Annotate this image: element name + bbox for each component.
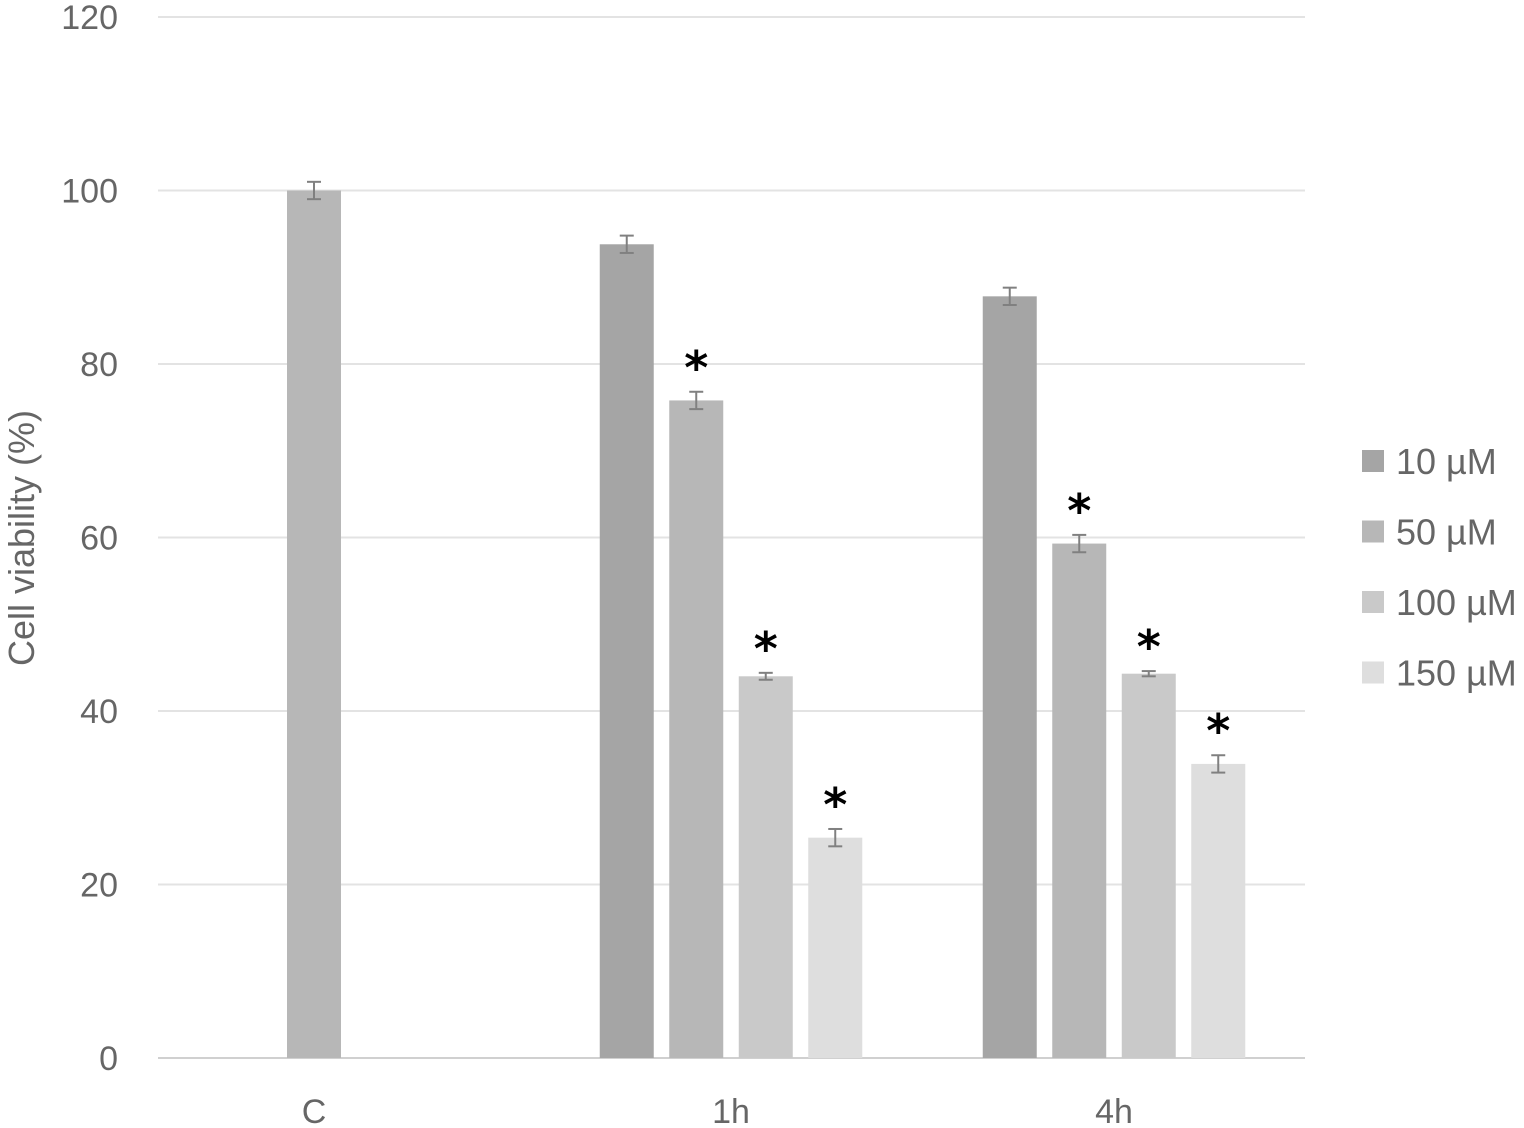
error-bar <box>758 671 773 681</box>
x-axis-ticks: C 1h 4h <box>302 1093 1133 1128</box>
error-bar <box>1002 286 1017 307</box>
bar-1h-50µM <box>669 400 724 1058</box>
error-bars <box>307 180 1226 848</box>
bars <box>287 190 1246 1059</box>
bar-4h-150µM <box>1191 763 1246 1058</box>
significance-asterisk: * <box>823 778 847 832</box>
significance-asterisk: * <box>1206 704 1230 758</box>
bar-4h-10µM <box>982 296 1037 1059</box>
y-axis-title: Cell viability (%) <box>1 410 42 666</box>
legend-item: 150 µM <box>1362 653 1517 694</box>
legend-item: 100 µM <box>1362 582 1517 623</box>
legend-item: 50 µM <box>1362 512 1497 553</box>
gridlines <box>158 16 1305 1059</box>
significance-marks: * * * * * * <box>684 341 1230 832</box>
y-tick-label: 100 <box>61 173 118 211</box>
legend-swatch <box>1362 591 1384 613</box>
error-bar <box>689 390 704 411</box>
bar-4h-50µM <box>1052 543 1107 1058</box>
error-bar <box>828 827 843 848</box>
error-bar <box>1211 754 1226 774</box>
error-bar <box>307 180 321 201</box>
legend-swatch <box>1362 450 1384 472</box>
y-tick-label: 80 <box>80 346 118 384</box>
legend-label: 10 µM <box>1396 441 1497 482</box>
y-tick-label: 40 <box>80 693 118 731</box>
significance-asterisk: * <box>754 622 778 676</box>
x-tick-label: C <box>302 1093 327 1128</box>
legend: 10 µM 50 µM 100 µM 150 µM <box>1362 441 1517 694</box>
legend-item: 10 µM <box>1362 441 1497 482</box>
bar-C-50µM <box>287 190 341 1058</box>
legend-swatch <box>1362 520 1384 543</box>
x-tick-label: 4h <box>1095 1093 1133 1128</box>
significance-asterisk: * <box>684 341 708 395</box>
y-tick-label: 20 <box>80 867 118 905</box>
legend-label: 100 µM <box>1396 582 1517 623</box>
significance-asterisk: * <box>1137 620 1161 674</box>
bar-1h-100µM <box>738 676 793 1058</box>
error-bar <box>619 234 634 254</box>
error-bar <box>1072 533 1087 554</box>
legend-label: 150 µM <box>1396 653 1517 694</box>
bar-4h-100µM <box>1121 673 1176 1058</box>
y-axis-ticks: 0 20 40 60 80 100 120 <box>61 0 118 1078</box>
y-tick-label: 0 <box>99 1040 118 1078</box>
x-tick-label: 1h <box>712 1093 750 1128</box>
legend-label: 50 µM <box>1396 512 1497 553</box>
significance-asterisk: * <box>1067 484 1091 538</box>
bar-1h-150µM <box>808 837 863 1058</box>
legend-swatch <box>1362 661 1384 684</box>
bar-1h-10µM <box>599 244 654 1058</box>
y-tick-label: 60 <box>80 520 118 558</box>
y-tick-label: 120 <box>61 0 118 37</box>
error-bar <box>1141 670 1156 678</box>
